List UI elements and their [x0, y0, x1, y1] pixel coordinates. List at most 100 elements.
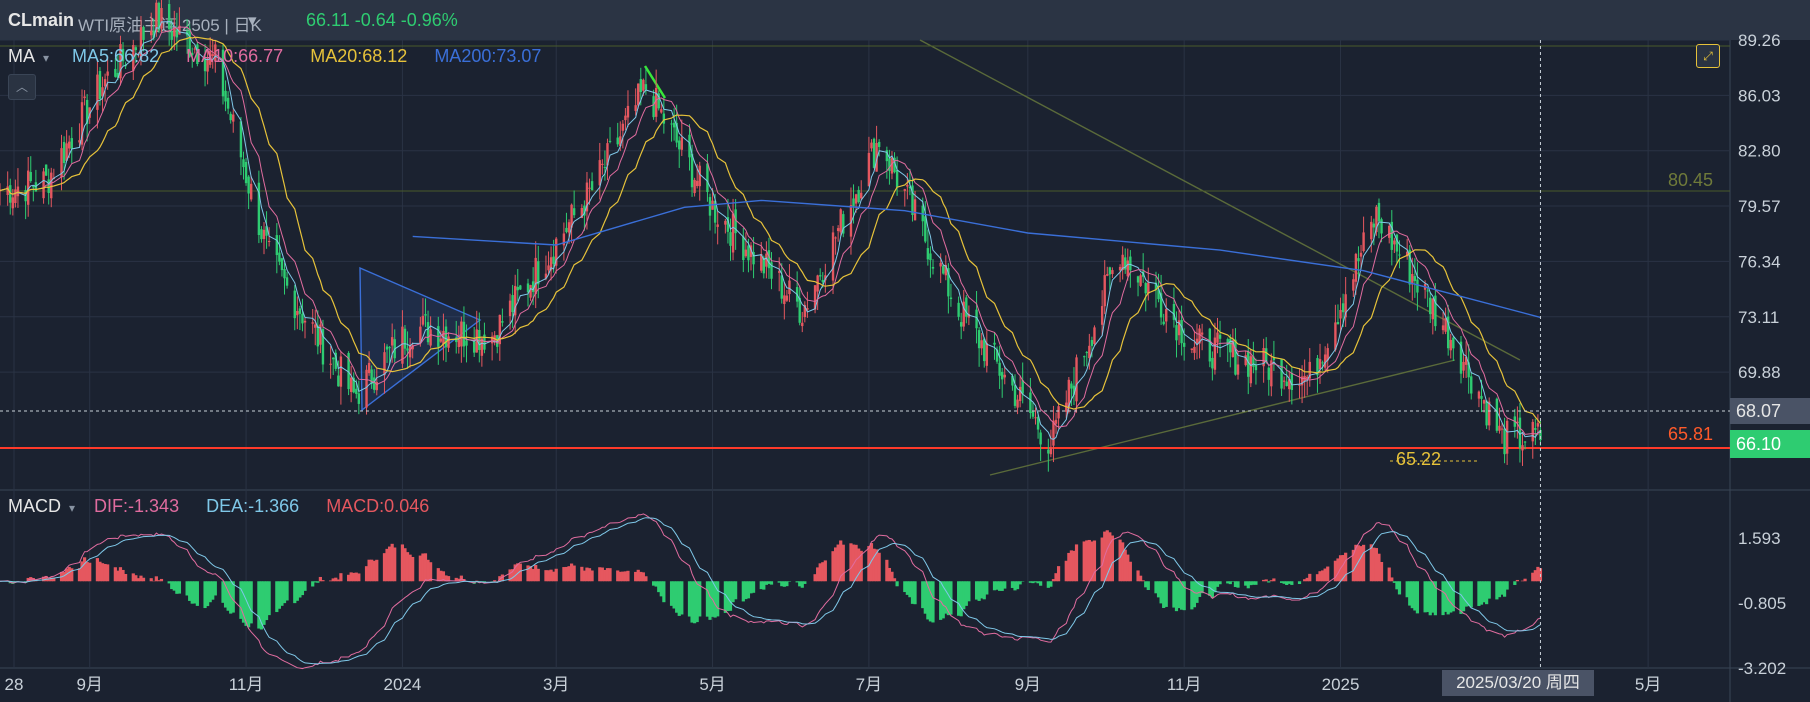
- candle-body: [1370, 221, 1373, 240]
- ma-indicator-label[interactable]: MA: [8, 46, 35, 66]
- candle-body: [44, 164, 48, 176]
- macd-indicator-caret-icon[interactable]: ▾: [69, 501, 76, 515]
- macd-histogram-bar: [188, 581, 192, 601]
- collapse-chevron-icon[interactable]: ︿: [8, 74, 36, 100]
- candle-body: [214, 44, 217, 62]
- macd-histogram-bar: [974, 581, 979, 600]
- candle-body: [16, 186, 20, 197]
- macd-histogram-bar: [400, 544, 405, 582]
- macd-histogram-bar: [82, 557, 87, 582]
- ma20-line: [0, 36, 1541, 424]
- macd-histogram-bar: [744, 581, 748, 600]
- candle-body: [390, 337, 394, 346]
- macd-histogram-bar: [1297, 581, 1302, 585]
- macd-dea-label: DEA:-1.366: [206, 496, 300, 516]
- candle-body: [780, 275, 783, 299]
- expand-icon[interactable]: ⤢: [1696, 44, 1720, 68]
- macd-histogram-bar: [564, 566, 569, 582]
- candle-body: [706, 163, 709, 193]
- macd-histogram-bar: [331, 578, 335, 582]
- macd-histogram-bar: [354, 572, 358, 582]
- candle-body: [1213, 337, 1217, 370]
- macd-histogram-bar: [336, 579, 340, 582]
- macd-histogram-bar: [1351, 549, 1355, 582]
- macd-histogram-bar: [546, 570, 551, 582]
- candle-body: [1321, 362, 1324, 364]
- macd-histogram-bar: [1156, 581, 1161, 598]
- macd-histogram-bar: [977, 581, 981, 601]
- candle-body: [1157, 289, 1160, 300]
- macd-histogram-bar: [103, 563, 107, 582]
- price-tick-label: 82.80: [1738, 142, 1781, 161]
- macd-histogram-bar: [244, 581, 248, 626]
- macd-histogram-bar: [1356, 545, 1361, 582]
- candle-body: [624, 115, 627, 121]
- candle-body: [260, 229, 263, 240]
- macd-histogram-bar: [405, 552, 410, 582]
- ma-indicator-caret-icon[interactable]: ▾: [43, 51, 50, 65]
- macd-histogram-bar: [1018, 581, 1022, 585]
- macd-histogram-bar: [439, 570, 443, 582]
- candle-body: [852, 198, 855, 207]
- time-axis: 28 9月 11月 2024 3月 5月 7月 9月 11月 2025 5月: [5, 675, 1662, 694]
- candle-body: [1531, 421, 1534, 442]
- candle-body: [742, 236, 745, 261]
- macd-histogram-bar: [1136, 570, 1140, 582]
- ma200-label: MA200:73.07: [434, 46, 542, 66]
- candle-body: [885, 150, 889, 162]
- macd-histogram-bar: [70, 568, 74, 582]
- timeframe-dropdown-icon[interactable]: ▾: [248, 11, 257, 30]
- macd-histogram-bar: [654, 581, 658, 587]
- candle-body: [480, 338, 484, 356]
- macd-histogram-bar: [569, 563, 574, 582]
- candle-body: [293, 290, 296, 319]
- symbol-code[interactable]: CLmain: [8, 10, 75, 30]
- macd-histogram-bar: [1121, 542, 1125, 582]
- macd-histogram-bar: [582, 570, 586, 582]
- candle-body: [770, 262, 773, 279]
- macd-histogram-bar: [65, 568, 69, 582]
- macd-histogram-bar: [833, 547, 838, 582]
- candle-body: [1244, 355, 1247, 366]
- macd-histogram-bar: [998, 581, 1002, 591]
- macd-histogram-bar: [357, 573, 361, 582]
- macd-histogram-bar: [839, 540, 843, 582]
- macd-histogram-bar: [31, 578, 35, 582]
- candle-body: [1236, 364, 1240, 375]
- macd-histogram-bar: [800, 581, 804, 588]
- candle-body: [60, 148, 63, 178]
- candle-body: [80, 102, 84, 145]
- candle-body: [1226, 339, 1229, 345]
- macd-histogram-bar: [885, 559, 889, 582]
- candle-body: [424, 314, 427, 316]
- candle-body: [1072, 385, 1076, 395]
- candle-body: [280, 258, 284, 271]
- macd-histogram-bar: [1003, 581, 1007, 589]
- macd-histogram-bar: [1182, 581, 1186, 611]
- candle-body: [872, 138, 876, 168]
- candle-body: [1088, 345, 1091, 359]
- macd-histogram-bar: [887, 567, 892, 582]
- candle-body: [196, 44, 199, 65]
- candle-body: [206, 59, 209, 72]
- candle-body: [1234, 339, 1237, 375]
- macd-histogram-bar: [980, 581, 984, 599]
- macd-histogram-bar: [321, 580, 325, 582]
- macd-histogram-bar: [1036, 581, 1040, 584]
- macd-histogram-bar: [1118, 539, 1122, 582]
- macd-histogram-bar: [1190, 581, 1194, 610]
- candle-body: [926, 248, 930, 260]
- candle-body: [626, 105, 630, 118]
- candle-body: [644, 84, 648, 90]
- candle-body: [1405, 251, 1409, 257]
- candle-body: [639, 79, 642, 92]
- macd-indicator-label[interactable]: MACD: [8, 496, 61, 516]
- candle-body: [1249, 356, 1253, 384]
- macd-histogram-bar: [1213, 581, 1217, 593]
- candle-body: [1083, 356, 1086, 358]
- macd-histogram-bar: [1536, 566, 1540, 582]
- candle-body: [1039, 432, 1042, 445]
- candle-body: [1449, 339, 1452, 351]
- macd-histogram-bar: [1282, 581, 1286, 584]
